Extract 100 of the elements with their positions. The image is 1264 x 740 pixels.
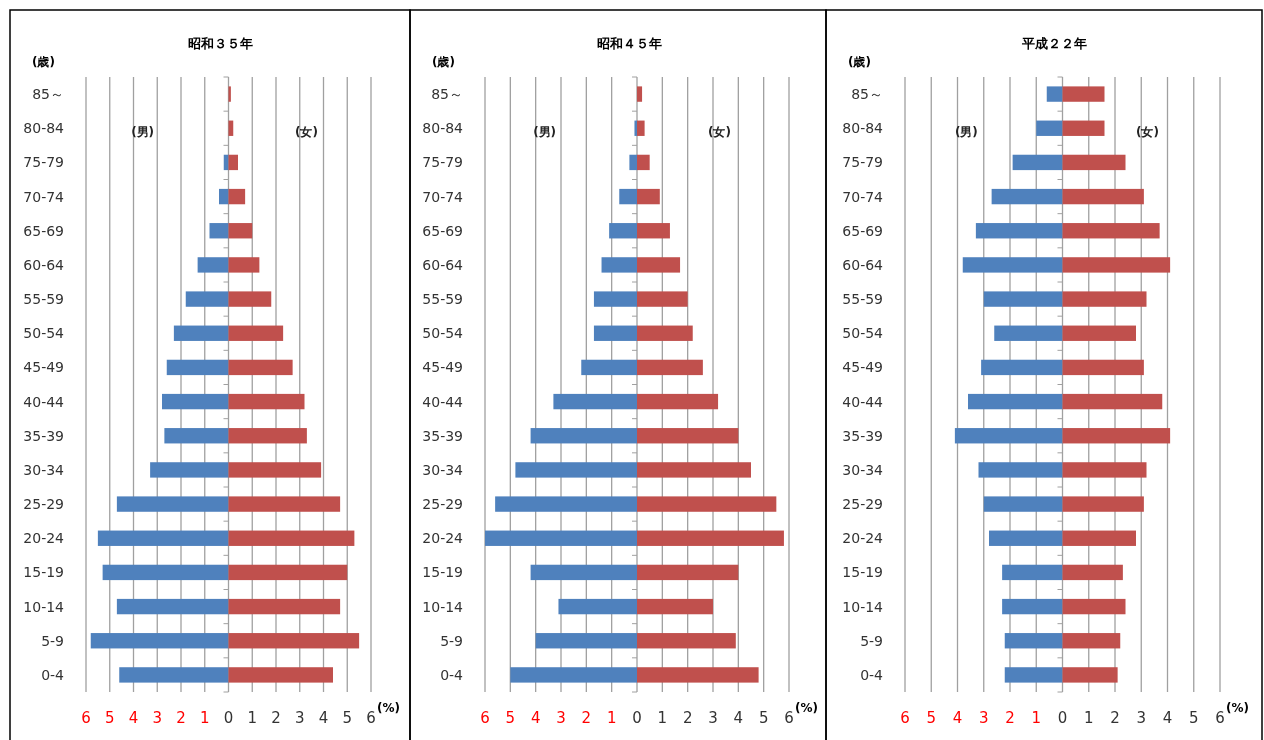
bar [173, 325, 229, 341]
x-tick-label: 3 [1136, 709, 1147, 727]
bar [228, 257, 260, 273]
bar [1012, 154, 1063, 171]
y-tick-label: 70-74 [842, 188, 884, 205]
bar [162, 393, 229, 410]
bar [1062, 428, 1171, 444]
bar [983, 291, 1063, 307]
bar [637, 257, 681, 273]
bar [535, 633, 637, 649]
bar [1062, 188, 1144, 205]
bar [228, 393, 305, 410]
bar [1002, 564, 1063, 581]
bar [989, 530, 1063, 546]
x-tick-label: 2 [581, 709, 592, 727]
bar [981, 359, 1063, 376]
y-tick-label: 60-64 [23, 256, 65, 273]
bar [185, 291, 229, 307]
bar [1062, 598, 1126, 615]
bar [609, 223, 637, 239]
bar [637, 530, 784, 546]
y-axis-title: (歳) [32, 55, 55, 69]
bar [1062, 120, 1105, 136]
x-tick-label: 4 [733, 709, 744, 727]
chart-title: 昭和３５年 [188, 36, 253, 51]
bar [1046, 86, 1063, 102]
bar [515, 462, 637, 478]
annotation: (男) [131, 125, 155, 139]
bar [637, 667, 759, 683]
bar [637, 154, 650, 171]
bar [1062, 291, 1147, 307]
y-tick-label: 85～ [32, 86, 64, 103]
bar [1062, 393, 1163, 410]
y-tick-label: 0-4 [860, 666, 884, 683]
x-tick-label: 6 [81, 709, 91, 727]
x-tick-label: 4 [1162, 709, 1173, 727]
bar [150, 462, 229, 478]
y-tick-label: 50-54 [422, 325, 464, 342]
bar [637, 359, 703, 376]
x-tick-label: 1 [199, 709, 210, 727]
bar [164, 428, 229, 444]
bar [1062, 154, 1126, 171]
chart-title: 昭和４５年 [596, 36, 662, 51]
bar [637, 291, 688, 307]
y-tick-label: 45-49 [842, 359, 883, 376]
bar [968, 393, 1063, 410]
y-tick-label: 60-64 [422, 256, 464, 273]
bar [634, 120, 637, 136]
bar [637, 633, 736, 649]
y-tick-label: 25-29 [842, 496, 883, 513]
y-tick-label: 45-49 [23, 359, 64, 376]
x-tick-label: 1 [657, 709, 668, 727]
bar [228, 223, 253, 239]
y-tick-label: 5-9 [860, 632, 883, 649]
x-tick-label: 0 [632, 709, 642, 727]
y-tick-label: 50-54 [842, 325, 884, 342]
x-tick-label: 4 [530, 709, 541, 727]
y-tick-label: 20-24 [842, 530, 884, 547]
bar [116, 496, 229, 512]
y-tick-label: 75-79 [23, 154, 64, 171]
x-axis-title: (%) [795, 701, 818, 715]
bar [228, 154, 238, 171]
y-tick-label: 65-69 [842, 222, 883, 239]
bar [1062, 462, 1147, 478]
y-tick-label: 30-34 [842, 461, 884, 478]
bar [1062, 564, 1123, 581]
y-tick-label: 40-44 [23, 393, 65, 410]
bar [994, 325, 1063, 341]
y-tick-label: 35-39 [842, 427, 883, 444]
bar [228, 325, 284, 341]
y-tick-label: 65-69 [23, 222, 64, 239]
bar [219, 188, 229, 205]
y-tick-label: 55-59 [422, 291, 463, 308]
y-tick-label: 70-74 [422, 188, 464, 205]
bar [637, 223, 670, 239]
x-tick-label: 3 [556, 709, 566, 727]
y-tick-label: 25-29 [23, 496, 64, 513]
x-tick-label: 6 [1215, 709, 1225, 727]
y-tick-label: 85～ [431, 86, 463, 103]
y-tick-label: 30-34 [23, 461, 65, 478]
bar [228, 633, 360, 649]
bar [637, 462, 751, 478]
y-tick-label: 35-39 [23, 427, 64, 444]
annotation: (女) [1136, 125, 1159, 139]
y-tick-label: 80-84 [23, 120, 65, 137]
bar [495, 496, 637, 512]
bar [228, 428, 307, 444]
bar [637, 86, 643, 102]
bar [1004, 633, 1063, 649]
x-axis-title: (%) [377, 701, 400, 715]
y-tick-label: 0-4 [41, 666, 65, 683]
bar [228, 496, 341, 512]
bar [97, 530, 229, 546]
x-tick-label: 6 [784, 709, 794, 727]
bar [166, 359, 229, 376]
bar [991, 188, 1063, 205]
y-tick-label: 80-84 [422, 120, 464, 137]
y-tick-label: 25-29 [422, 496, 463, 513]
bar [90, 633, 229, 649]
x-tick-label: 1 [1031, 709, 1042, 727]
